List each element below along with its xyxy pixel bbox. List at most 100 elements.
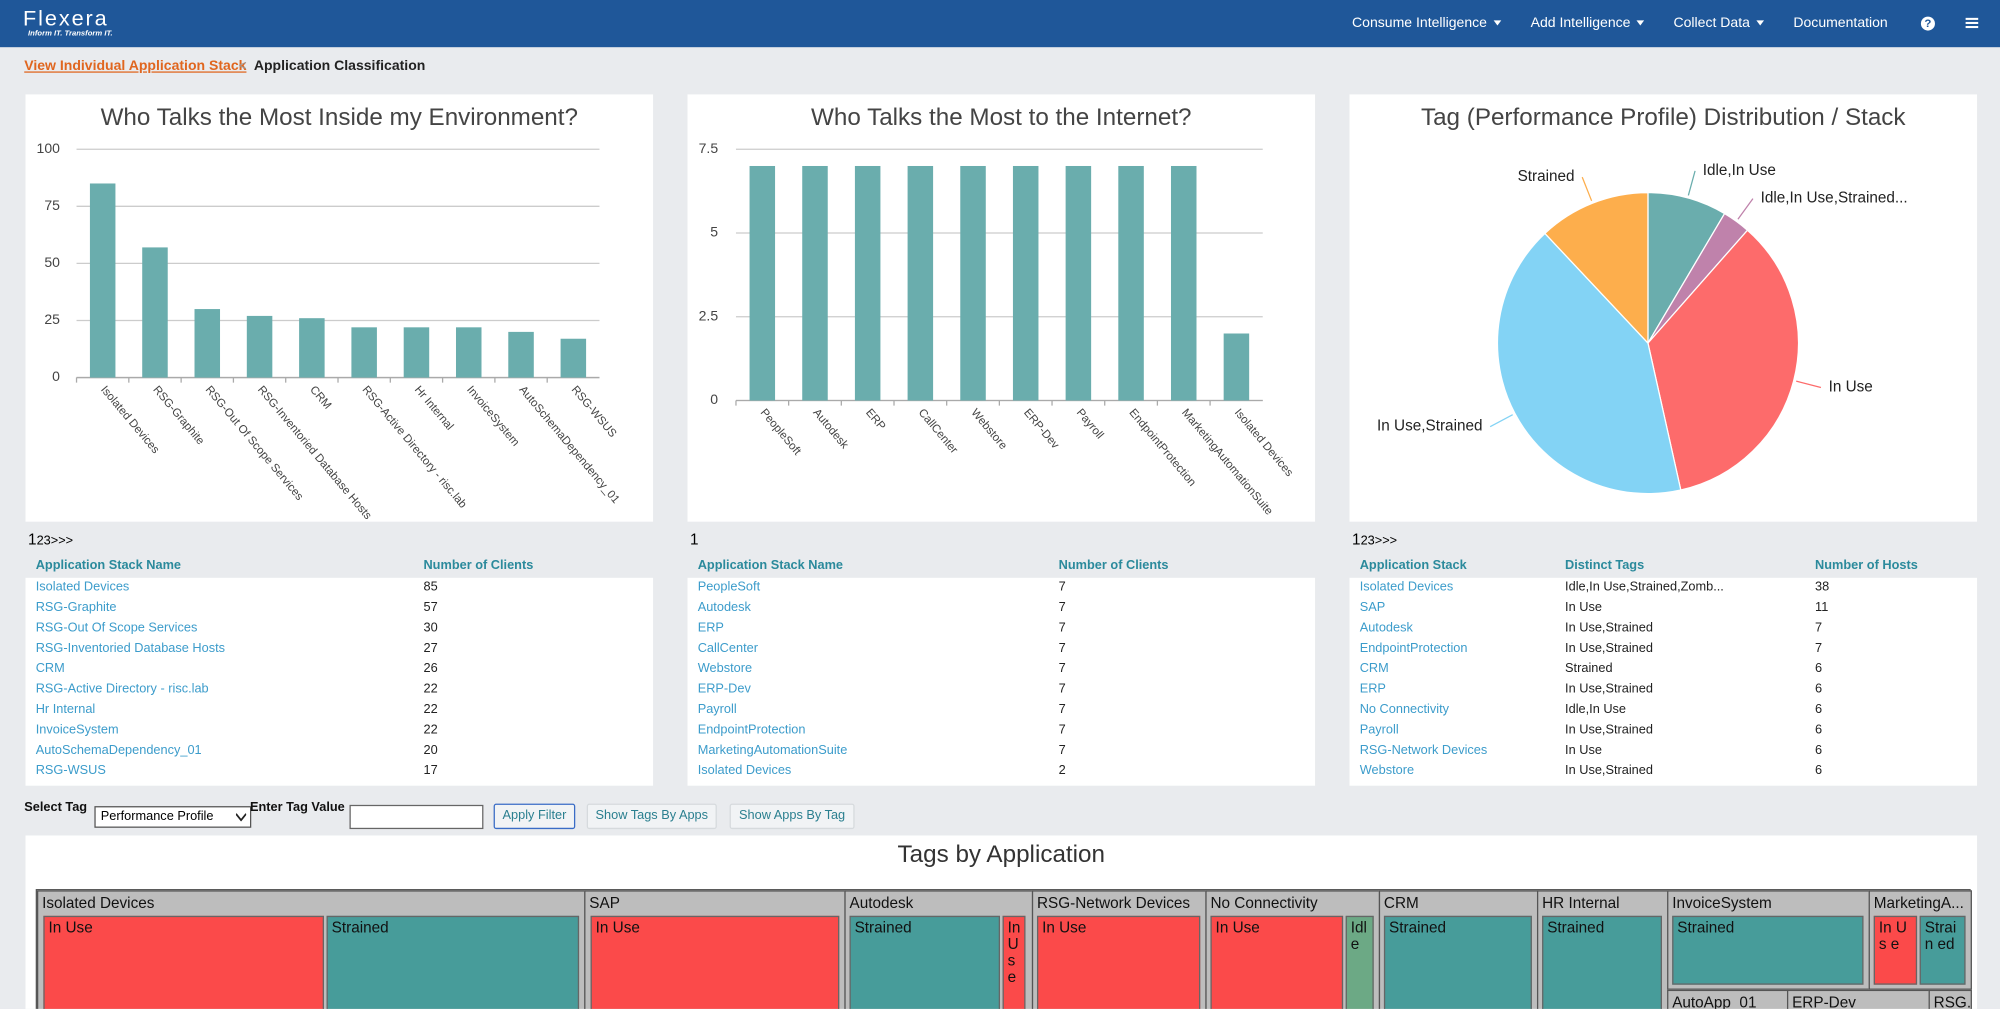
stack-link[interactable]: AutoSchemaDependency_01	[35, 743, 202, 758]
pager-link[interactable]: >>	[58, 534, 74, 549]
stack-link[interactable]: No Connectivity	[1359, 702, 1450, 717]
stack-link[interactable]: RSG-Graphite	[35, 600, 117, 615]
stack-link[interactable]: EndpointProtection	[697, 723, 806, 738]
stack-link[interactable]: MarketingAutomationSuite	[697, 743, 848, 758]
column-header[interactable]: Number of Hosts	[1815, 558, 1918, 573]
treemap-cell[interactable]: In Use	[1036, 915, 1201, 1009]
treemap-group[interactable]: No Connectivity In Use Idle	[1205, 890, 1381, 1009]
stack-link[interactable]: PeopleSoft	[697, 580, 761, 595]
stack-link[interactable]: ERP	[697, 621, 724, 636]
treemap-group[interactable]: RSG-Network Devices In Use	[1031, 890, 1207, 1009]
treemap-group[interactable]: AutoApp_01	[1667, 989, 1789, 1009]
tag-value-input[interactable]	[349, 804, 484, 830]
stack-link[interactable]: Payroll	[697, 702, 737, 717]
pager-link[interactable]: >	[1374, 534, 1383, 549]
pager-link[interactable]: 1	[28, 530, 37, 549]
treemap-cell[interactable]: Strained	[1672, 915, 1864, 985]
stack-link[interactable]: ERP	[1359, 682, 1386, 697]
stack-link[interactable]: Webstore	[697, 661, 753, 677]
treemap-cell[interactable]: In Use	[590, 915, 840, 1009]
help-button[interactable]: ?	[1920, 16, 1935, 31]
treemap-cell[interactable]: Strained	[1542, 915, 1662, 1009]
select-label: Select Tag	[24, 801, 88, 816]
bar	[194, 309, 221, 378]
bar	[403, 327, 430, 378]
pager-link[interactable]: >>	[1382, 534, 1398, 549]
treemap-group[interactable]: Isolated Devices In Use Strained	[36, 890, 586, 1009]
stack-link[interactable]: ERP-Dev	[697, 682, 751, 697]
pager-link[interactable]: >	[50, 534, 59, 549]
column-header[interactable]: Number of Clients	[423, 558, 534, 573]
pager-link[interactable]: 1	[1352, 530, 1361, 549]
column-header[interactable]: Application Stack	[1359, 558, 1467, 573]
treemap-group[interactable]: Autodesk Strained In Use	[844, 890, 1034, 1009]
nav-item[interactable]: Add Intelligence	[1531, 15, 1645, 31]
treemap-cell[interactable]: Strained	[1383, 915, 1532, 1009]
stack-link[interactable]: CRM	[1359, 661, 1389, 677]
treemap-group[interactable]: RSG...	[1928, 989, 1972, 1009]
treemap-cell[interactable]: Strained	[326, 915, 580, 1009]
breadcrumb-link[interactable]: View Individual Application Stack	[24, 58, 247, 74]
nav-label: Consume Intelligence	[1352, 15, 1487, 31]
treemap-cell[interactable]: Strained	[849, 915, 1000, 1009]
treemap-group[interactable]: HR Internal Strained	[1536, 890, 1669, 1009]
pager-link[interactable]: 2	[36, 534, 44, 549]
treemap-cell[interactable]: In Use	[43, 915, 324, 1009]
column-header[interactable]: Application Stack Name	[35, 558, 182, 573]
stack-link[interactable]: Isolated Devices	[1359, 580, 1454, 595]
pager-link[interactable]: 3	[1367, 534, 1375, 549]
column-header[interactable]: Distinct Tags	[1565, 558, 1645, 573]
stack-link[interactable]: RSG-WSUS	[35, 764, 106, 779]
stack-link[interactable]: SAP	[1359, 600, 1386, 615]
treemap-group[interactable]: CRM Strained	[1378, 890, 1539, 1009]
table-body: PeopleSoft 7 Autodesk 7 ERP 7 CallCenter 7 Webst…	[687, 577, 1316, 786]
table-cell: 7	[1058, 661, 1066, 677]
caret	[1493, 20, 1502, 26]
stack-link[interactable]: Autodesk	[697, 600, 751, 615]
stack-link[interactable]: RSG-Out Of Scope Services	[35, 621, 198, 636]
stack-link[interactable]: Isolated Devices	[697, 764, 792, 779]
nav-item[interactable]: Collect Data	[1673, 15, 1764, 31]
x-tick-label: InvoiceSystem	[464, 384, 521, 449]
treemap-group[interactable]: ERP-Dev	[1786, 989, 1930, 1009]
stack-link[interactable]: CallCenter	[697, 641, 758, 656]
nav-item[interactable]: Documentation	[1793, 15, 1888, 31]
treemap-group[interactable]: SAP In Use	[584, 890, 846, 1009]
stack-link[interactable]: Hr Internal	[35, 702, 96, 717]
show-apps-button[interactable]: Show Apps By Tag	[729, 803, 855, 830]
stack-link[interactable]: InvoiceSystem	[35, 723, 119, 738]
stack-link[interactable]: RSG-Inventoried Database Hosts	[35, 641, 226, 656]
logo[interactable]: Flexera	[22, 6, 109, 31]
y-tick-label: 5	[710, 224, 718, 240]
pager-link[interactable]: 2	[1360, 534, 1368, 549]
table-cell: In Use	[1565, 600, 1602, 615]
stack-link[interactable]: RSG-Network Devices	[1359, 743, 1488, 758]
stack-link[interactable]: Isolated Devices	[35, 580, 130, 595]
treemap-cell[interactable]: Strain ed	[1919, 915, 1966, 985]
column-header[interactable]: Number of Clients	[1058, 558, 1169, 573]
stack-link[interactable]: EndpointProtection	[1359, 641, 1468, 656]
treemap-panel: Tags by Application Isolated Devices In U…	[25, 835, 1978, 1009]
pager-link[interactable]: 1	[690, 530, 699, 549]
apply-filter-button[interactable]: Apply Filter	[493, 803, 576, 830]
stack-link[interactable]: Autodesk	[1359, 621, 1413, 636]
treemap-group[interactable]: InvoiceSystem Strained	[1667, 890, 1870, 990]
stack-link[interactable]: Payroll	[1359, 723, 1399, 738]
nav-item[interactable]: Consume Intelligence	[1352, 15, 1502, 31]
column-header[interactable]: Application Stack Name	[697, 558, 844, 573]
stack-link[interactable]: RSG-Active Directory - risc.lab	[35, 682, 209, 697]
stack-link[interactable]: CRM	[35, 661, 65, 677]
tag-select[interactable]: Performance Profile	[94, 806, 252, 828]
bar	[508, 331, 534, 378]
treemap-cell[interactable]: In Us e	[1873, 915, 1918, 985]
treemap-group[interactable]: MarketingA... In Us e Strain ed	[1868, 890, 1972, 990]
pager-link[interactable]: 3	[43, 534, 51, 549]
treemap-cell[interactable]: In Use	[1210, 915, 1344, 1009]
bar	[455, 327, 482, 378]
treemap-cell[interactable]: Idle	[1345, 915, 1374, 1009]
chart-title: Who Talks the Most to the Internet?	[811, 104, 1192, 131]
menu-button[interactable]	[1965, 17, 1979, 30]
stack-link[interactable]: Webstore	[1359, 764, 1415, 779]
show-tags-button[interactable]: Show Tags By Apps	[586, 803, 717, 830]
treemap-cell[interactable]: In Use	[1002, 915, 1026, 1009]
